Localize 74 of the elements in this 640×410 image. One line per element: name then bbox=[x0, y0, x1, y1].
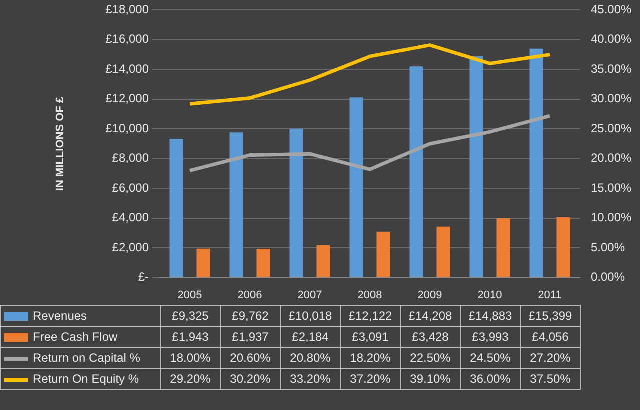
data-label: 18.00% bbox=[160, 348, 220, 368]
bar bbox=[316, 245, 330, 278]
data-label: £14,883 bbox=[460, 306, 520, 326]
data-label: £2,184 bbox=[280, 326, 340, 348]
y-tick-label: £10,000 bbox=[106, 121, 150, 136]
data-label: 18.20% bbox=[340, 348, 400, 368]
data-label: £3,428 bbox=[400, 326, 460, 348]
bar bbox=[170, 139, 184, 278]
bar bbox=[436, 226, 450, 278]
bar bbox=[256, 249, 270, 278]
data-label: £15,399 bbox=[520, 306, 580, 326]
x-tick-label: 2005 bbox=[178, 289, 202, 302]
y2-tick-label: 45.00% bbox=[591, 2, 632, 17]
y2-tick-label: 10.00% bbox=[591, 210, 632, 225]
y-tick-label: £2,000 bbox=[112, 240, 150, 254]
y-tick-label: £4,000 bbox=[112, 210, 150, 225]
bar bbox=[530, 48, 544, 278]
y2-tick-label: 40.00% bbox=[591, 32, 632, 46]
x-tick-label: 2007 bbox=[298, 289, 322, 302]
x-tick-label: 2011 bbox=[538, 289, 562, 302]
bar bbox=[410, 66, 424, 278]
data-label: £12,122 bbox=[340, 306, 400, 326]
data-label: 24.50% bbox=[460, 348, 520, 368]
y2-tick-label: 20.00% bbox=[591, 151, 632, 166]
data-label: 22.50% bbox=[400, 348, 460, 368]
y2-tick-label: 30.00% bbox=[591, 92, 632, 106]
data-label: 27.20% bbox=[520, 348, 580, 368]
legend-label: Return On Equity % bbox=[33, 372, 140, 386]
bar bbox=[556, 218, 570, 278]
data-label: 36.00% bbox=[460, 368, 520, 390]
data-label: 39.10% bbox=[400, 368, 460, 390]
x-tick-label: 2010 bbox=[478, 289, 502, 302]
data-label: 33.20% bbox=[280, 368, 340, 390]
data-label: £10,018 bbox=[280, 306, 340, 326]
bar bbox=[496, 218, 510, 278]
bar bbox=[290, 128, 304, 278]
y-tick-label: £8,000 bbox=[112, 151, 150, 166]
y-tick-label: £18,000 bbox=[106, 2, 150, 17]
y2-tick-label: 35.00% bbox=[591, 62, 632, 76]
legend-label: Revenues bbox=[33, 309, 88, 323]
data-label: £9,325 bbox=[160, 306, 220, 326]
bar bbox=[470, 56, 484, 278]
x-tick-label: 2009 bbox=[418, 289, 442, 302]
y2-tick-label: 15.00% bbox=[591, 180, 632, 195]
y2-tick-label: 0.00% bbox=[591, 270, 626, 284]
data-label: £1,943 bbox=[160, 326, 220, 348]
y2-tick-label: 25.00% bbox=[591, 121, 632, 136]
y-tick-label: £- bbox=[138, 270, 149, 284]
data-label: £3,091 bbox=[340, 326, 400, 348]
data-label: 20.80% bbox=[280, 348, 340, 368]
data-label: £14,208 bbox=[400, 306, 460, 326]
data-label: 37.50% bbox=[520, 368, 580, 390]
y-axis-title: IN MILLIONS OF £ bbox=[54, 96, 67, 192]
y-tick-label: £16,000 bbox=[106, 32, 150, 46]
x-tick-label: 2006 bbox=[238, 289, 262, 302]
data-label: £4,056 bbox=[520, 326, 580, 348]
data-label: 20.60% bbox=[220, 348, 280, 368]
bar bbox=[230, 132, 244, 278]
legend-label: Free Cash Flow bbox=[33, 330, 118, 344]
data-label: £9,762 bbox=[220, 306, 280, 326]
bar bbox=[376, 232, 390, 278]
data-label: 29.20% bbox=[160, 368, 220, 390]
x-tick-label: 2008 bbox=[358, 289, 382, 302]
data-label: 30.20% bbox=[220, 368, 280, 390]
data-label: 37.20% bbox=[340, 368, 400, 390]
data-label: £3,993 bbox=[460, 326, 520, 348]
y-tick-label: £12,000 bbox=[106, 92, 150, 106]
y-tick-label: £6,000 bbox=[112, 180, 150, 195]
y-tick-label: £14,000 bbox=[106, 62, 150, 76]
bar bbox=[196, 248, 210, 278]
bar bbox=[350, 98, 364, 278]
y2-tick-label: 5.00% bbox=[591, 240, 626, 254]
data-label: £1,937 bbox=[220, 326, 280, 348]
legend-label: Return on Capital % bbox=[33, 351, 140, 365]
